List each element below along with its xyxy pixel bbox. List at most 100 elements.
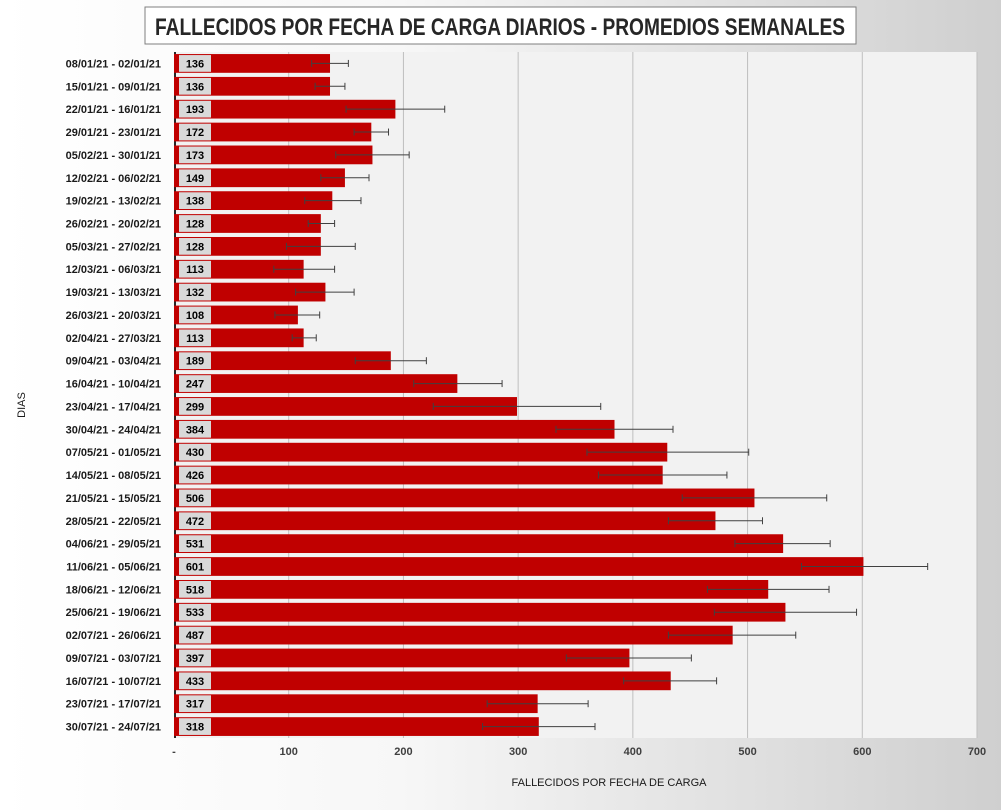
data-label: 317 [186, 699, 204, 711]
category-label: 23/04/21 - 17/04/21 [66, 401, 161, 413]
bar [174, 54, 331, 73]
value-label-box [179, 603, 211, 621]
category-label: 23/07/21 - 17/07/21 [66, 699, 161, 711]
category-label: 30/07/21 - 24/07/21 [66, 722, 161, 734]
value-label-box [179, 626, 211, 644]
value-label-box [179, 192, 211, 210]
category-label: 09/07/21 - 03/07/21 [66, 653, 161, 665]
value-label-box [179, 215, 211, 232]
category-label: 11/06/21 - 05/06/21 [66, 562, 161, 574]
bar [174, 168, 345, 188]
data-label: 397 [186, 653, 204, 665]
data-label: 136 [186, 58, 204, 70]
bar [174, 534, 784, 554]
value-label-box [179, 489, 211, 507]
bar [174, 282, 326, 302]
category-label: 02/07/21 - 26/06/21 [66, 630, 161, 642]
category-label: 30/04/21 - 24/04/21 [66, 424, 161, 436]
x-tick-labels: - 100 200 300 400 500 600 700 [172, 746, 986, 758]
bar [174, 717, 539, 736]
bar [174, 648, 630, 668]
value-label-box [179, 306, 211, 324]
data-label: 430 [186, 447, 204, 459]
bar [174, 419, 615, 439]
category-labels: 08/01/21 - 02/01/21 15/01/21 - 09/01/21 22… [66, 58, 161, 733]
value-label-box [179, 535, 211, 553]
data-label: 138 [186, 196, 204, 208]
category-label: 12/03/21 - 06/03/21 [66, 264, 161, 276]
data-label: 128 [186, 241, 204, 253]
value-label-box [179, 100, 211, 118]
bar [174, 602, 786, 622]
category-label: 09/04/21 - 03/04/21 [66, 356, 161, 368]
data-label: 472 [186, 516, 204, 528]
y-axis-title: DIAS [16, 392, 28, 418]
value-label-box [179, 169, 211, 187]
category-label: 26/02/21 - 20/02/21 [66, 219, 161, 231]
category-label: 04/06/21 - 29/05/21 [66, 539, 161, 551]
value-label-box [179, 398, 211, 415]
category-label: 22/01/21 - 16/01/21 [66, 104, 161, 116]
data-label: 518 [186, 584, 204, 596]
data-label: 172 [186, 127, 204, 139]
bar [174, 76, 331, 96]
data-label: 173 [186, 150, 204, 162]
bar [174, 99, 396, 119]
value-label-box [179, 237, 211, 255]
x-tick-label: 500 [738, 746, 756, 758]
value-label-box [179, 672, 211, 690]
category-label: 19/02/21 - 13/02/21 [66, 196, 161, 208]
category-label: 29/01/21 - 23/01/21 [66, 127, 161, 139]
data-label: 189 [186, 356, 204, 368]
bar [174, 191, 333, 211]
value-label-box [179, 443, 211, 461]
x-tick-label: 100 [280, 746, 298, 758]
value-label-box [179, 55, 211, 72]
category-label: 08/01/21 - 02/01/21 [66, 58, 161, 70]
bar [174, 442, 668, 462]
data-label: 433 [186, 676, 204, 688]
value-label-box [179, 123, 211, 141]
category-label: 16/07/21 - 10/07/21 [66, 676, 161, 688]
value-label-box [179, 146, 211, 164]
gridlines [174, 52, 978, 738]
category-label: 28/05/21 - 22/05/21 [66, 516, 161, 528]
category-label: 12/02/21 - 06/02/21 [66, 173, 161, 185]
x-tick-label: 700 [968, 746, 986, 758]
chart-title-box: FALLECIDOS POR FECHA DE CARGA DIARIOS - … [144, 6, 857, 45]
data-label: 108 [186, 310, 204, 322]
value-label-box [179, 695, 211, 713]
data-label: 113 [186, 264, 204, 276]
category-label: 05/02/21 - 30/01/21 [66, 150, 161, 162]
plot-area [174, 52, 977, 738]
value-label-box [179, 260, 211, 278]
bar [174, 579, 769, 599]
data-label: 384 [186, 424, 205, 436]
data-label: 426 [186, 470, 204, 482]
value-label-box [179, 420, 211, 438]
data-label: 113 [186, 333, 204, 345]
x-tick-label: 300 [509, 746, 527, 758]
value-label-box [179, 580, 211, 598]
category-label: 26/03/21 - 20/03/21 [66, 310, 161, 322]
bar [174, 671, 671, 691]
category-label: 14/05/21 - 08/05/21 [66, 470, 161, 482]
data-label: 247 [186, 379, 204, 391]
data-label: 506 [186, 493, 204, 505]
value-label-box [179, 283, 211, 301]
data-label: 128 [186, 219, 204, 231]
x-axis-title: FALLECIDOS POR FECHA DE CARGA [512, 777, 708, 789]
value-label-box [179, 558, 211, 575]
bar [174, 557, 864, 576]
bar [174, 122, 372, 142]
value-label-box [179, 512, 211, 530]
data-label: 132 [186, 287, 204, 299]
value-label-box [179, 77, 211, 95]
bar [174, 694, 538, 714]
bar [174, 397, 517, 416]
category-label: 15/01/21 - 09/01/21 [66, 81, 161, 93]
bars: 136 136 193 172 173 149 138 128 128 113 132 108 113 1… [174, 54, 929, 736]
bar [174, 374, 458, 393]
data-label: 149 [186, 173, 204, 185]
